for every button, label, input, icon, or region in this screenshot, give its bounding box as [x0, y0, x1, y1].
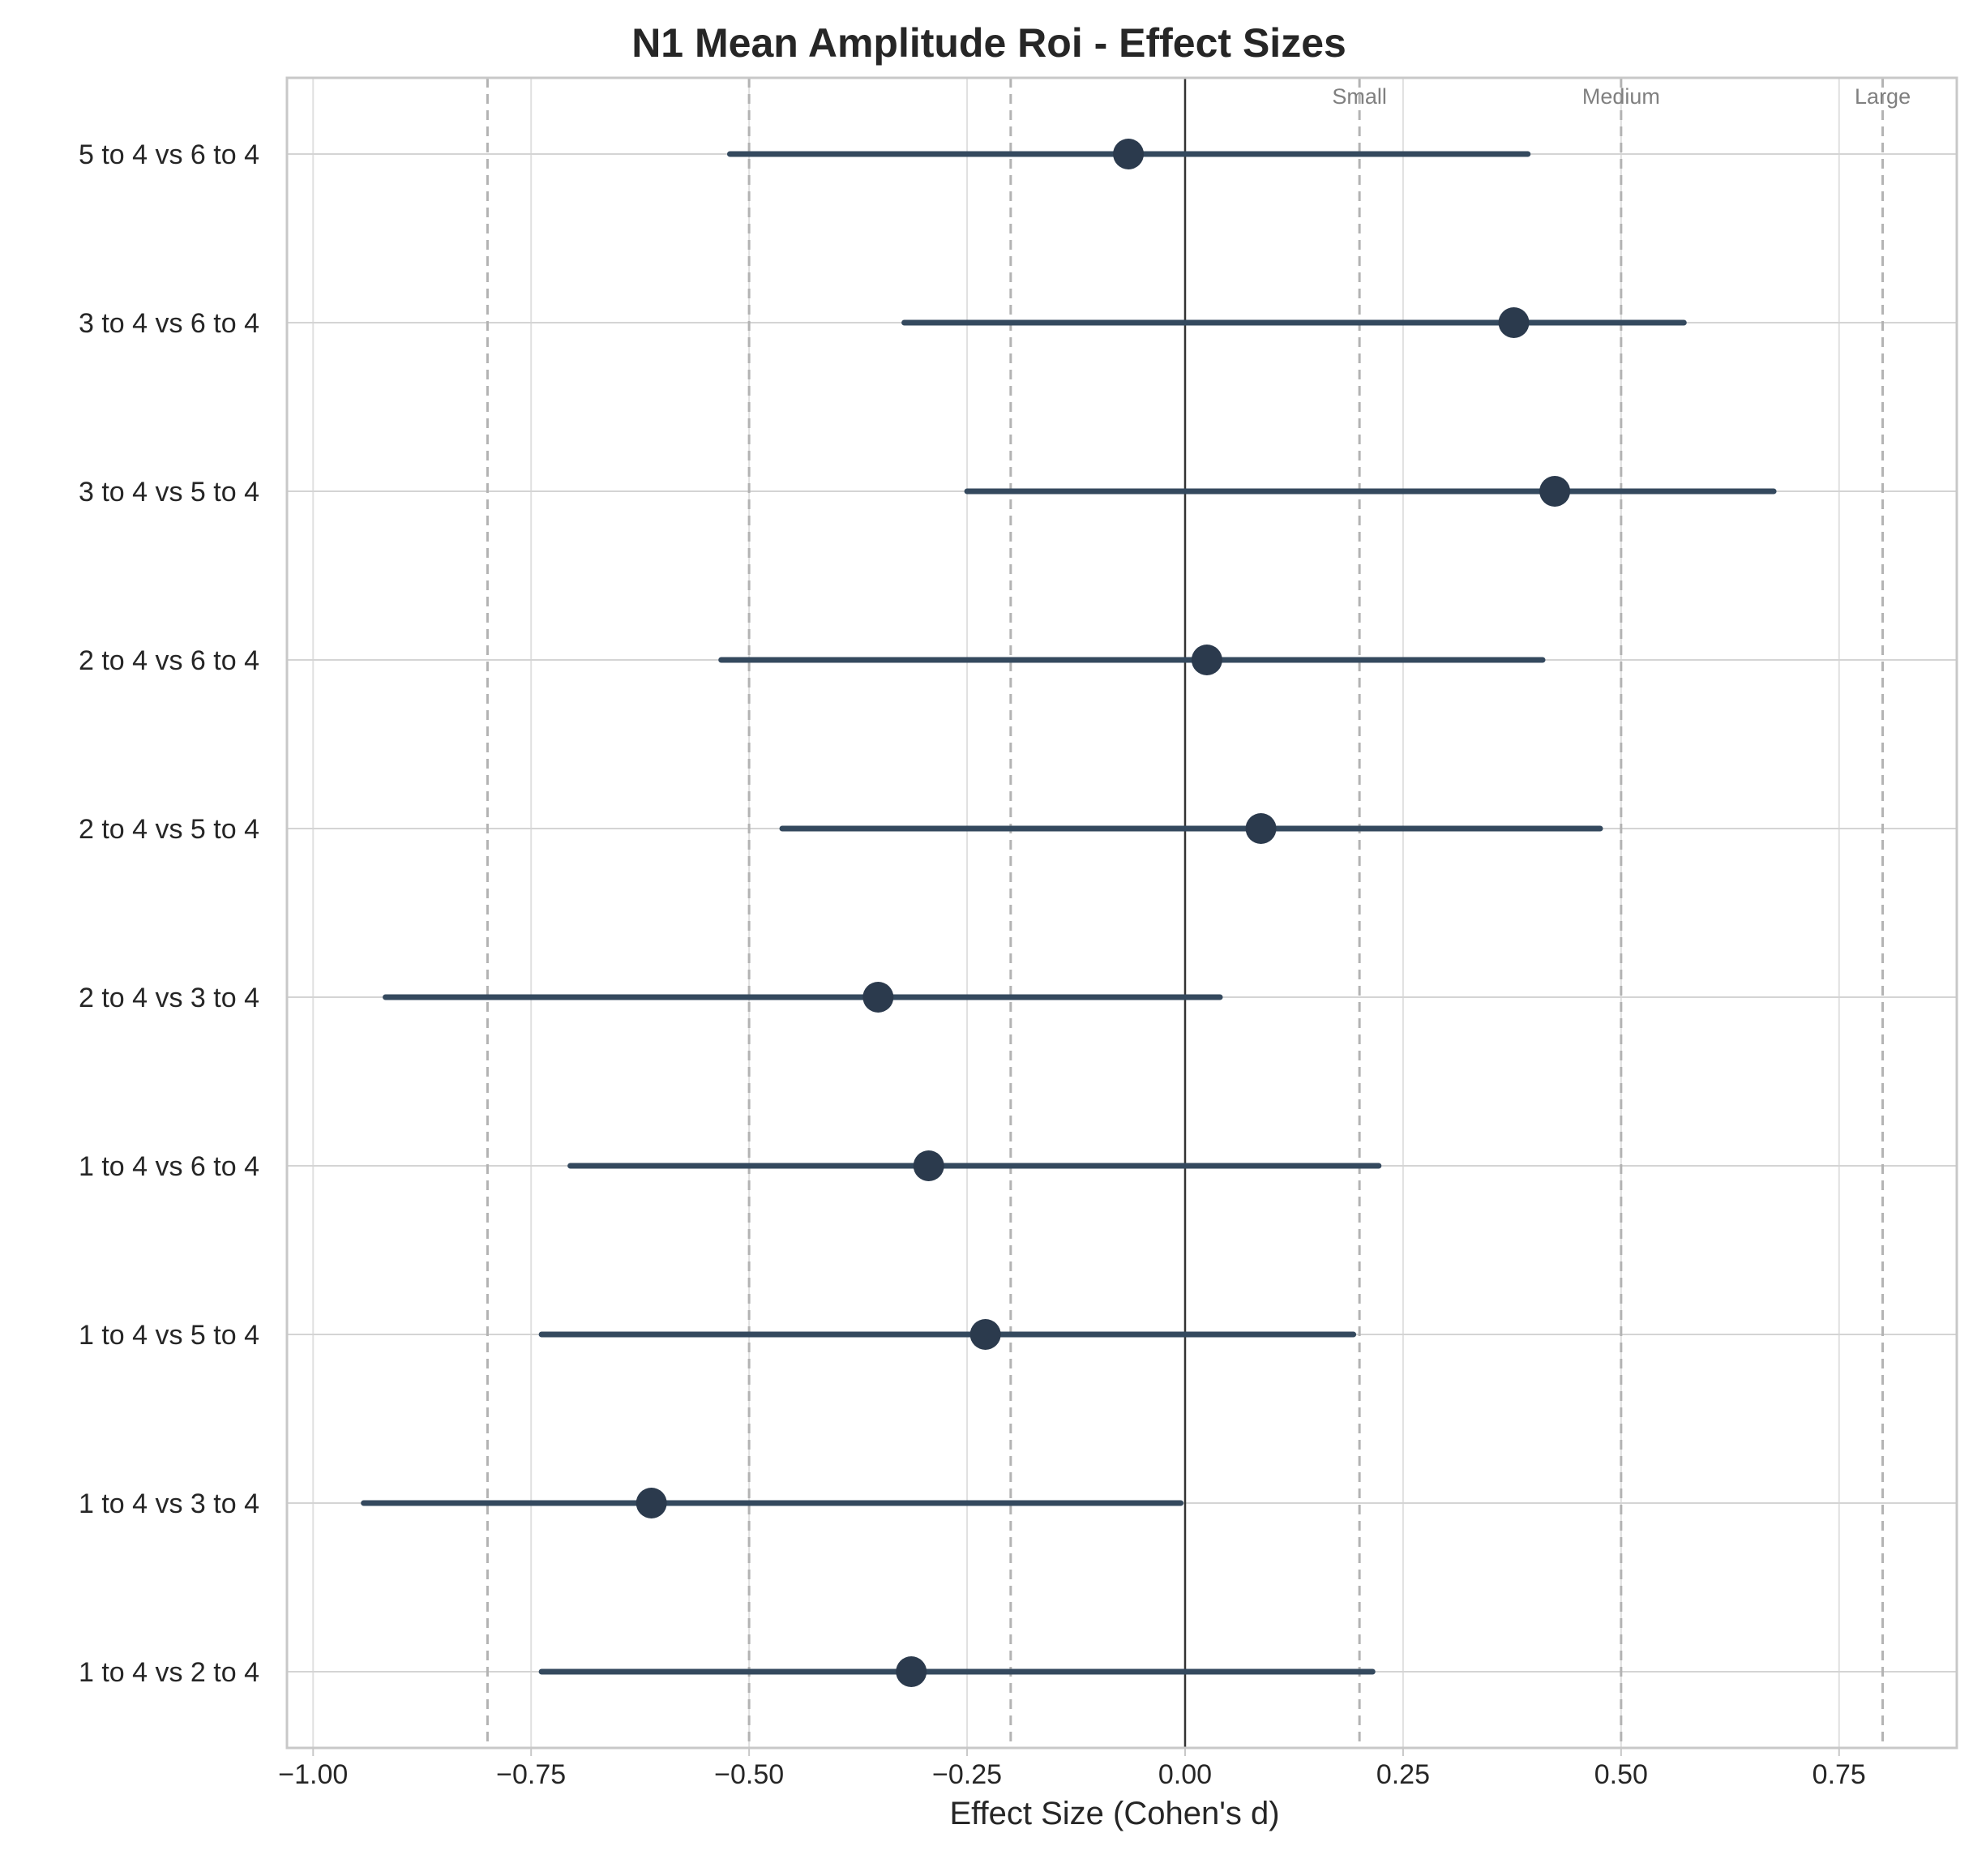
- effect-size-point: [862, 982, 894, 1013]
- x-tick-label: 0.50: [1594, 1759, 1648, 1790]
- chart-title: N1 Mean Amplitude Roi - Effect Sizes: [631, 20, 1346, 66]
- plot-frame: [285, 76, 1958, 1750]
- x-tick-label: 0.25: [1376, 1759, 1430, 1790]
- y-tick-label: 1 to 4 vs 2 to 4: [79, 1657, 259, 1688]
- y-tick-label: 1 to 4 vs 3 to 4: [79, 1488, 259, 1519]
- x-tick-label: −1.00: [278, 1759, 348, 1790]
- y-tick-label: 2 to 4 vs 3 to 4: [79, 983, 259, 1013]
- x-tick-label: 0.75: [1813, 1759, 1866, 1790]
- threshold-label: Large: [1855, 84, 1911, 109]
- threshold-label: Medium: [1582, 84, 1660, 109]
- y-tick-label: 1 to 4 vs 6 to 4: [79, 1151, 259, 1182]
- threshold-label: Small: [1332, 84, 1387, 109]
- effect-size-point: [1498, 307, 1530, 338]
- effect-size-point: [1539, 476, 1571, 507]
- plot-background: [287, 78, 1957, 1748]
- effect-size-point: [1191, 645, 1222, 675]
- y-tick-label: 5 to 4 vs 6 to 4: [79, 139, 259, 170]
- effect-size-point: [969, 1319, 1001, 1350]
- x-tick-label: 0.00: [1158, 1759, 1212, 1790]
- y-tick-label: 2 to 4 vs 6 to 4: [79, 645, 259, 676]
- effect-size-point: [896, 1656, 927, 1687]
- effect-size-point: [1245, 813, 1277, 844]
- effect-size-point: [636, 1488, 667, 1518]
- x-tick-label: −0.75: [496, 1759, 566, 1790]
- y-tick-label: 2 to 4 vs 5 to 4: [79, 814, 259, 845]
- y-tick-label: 3 to 4 vs 5 to 4: [79, 477, 259, 508]
- y-tick-label: 1 to 4 vs 5 to 4: [79, 1320, 259, 1351]
- x-tick-label: −0.50: [714, 1759, 784, 1790]
- effect-size-point: [913, 1150, 944, 1181]
- effect-size-point: [1113, 139, 1145, 169]
- plot-area: Small Medium Large 5 to 4 vs 6 to 4 3 to 4 v…: [79, 76, 1958, 1790]
- x-axis-label: Effect Size (Cohen's d): [949, 1796, 1279, 1831]
- x-tick-label: −0.25: [932, 1759, 1002, 1790]
- y-tick-label: 3 to 4 vs 6 to 4: [79, 308, 259, 339]
